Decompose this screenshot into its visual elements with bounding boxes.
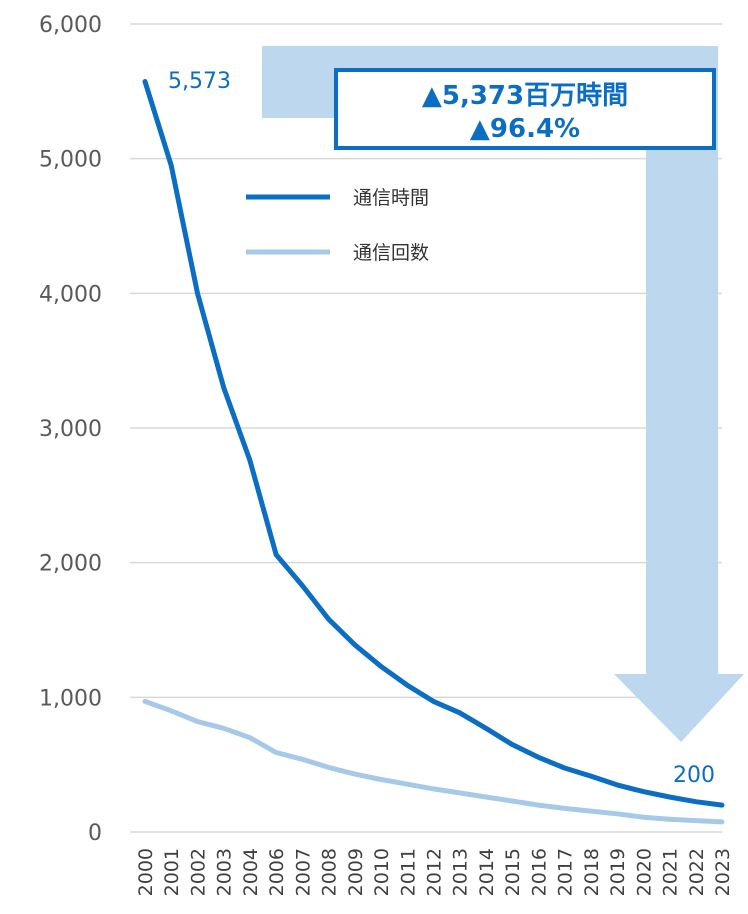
grid-lines	[130, 23, 722, 833]
x-tick-label: 2007	[292, 848, 314, 896]
legend-label-count: 通信回数	[353, 242, 429, 264]
x-tick-label: 2022	[686, 848, 708, 896]
x-tick-label: 2018	[581, 848, 603, 896]
series-line-1	[142, 698, 725, 825]
callout-percent-decrease: ▲96.4%	[470, 114, 580, 144]
x-tick-label: 2012	[424, 848, 446, 896]
x-axis: 2000 2001 2002 2003 2004 2006 2007 2008 2009 2010…	[135, 848, 734, 896]
x-tick-label: 2000	[135, 848, 157, 896]
x-tick-label: 2017	[555, 848, 577, 896]
x-tick-label: 2008	[319, 848, 341, 896]
series-line-0	[142, 79, 725, 808]
y-tick-label: 4,000	[39, 282, 102, 307]
x-tick-label: 2016	[528, 848, 550, 896]
y-tick-label: 1,000	[39, 686, 102, 711]
series-lines	[142, 79, 725, 825]
callout-box	[334, 68, 716, 150]
reduction-arrow	[262, 46, 744, 742]
y-tick-label: 5,000	[39, 148, 102, 173]
x-tick-label: 2020	[633, 848, 655, 896]
x-tick-label: 2001	[161, 848, 183, 896]
x-tick-label: 2002	[187, 848, 209, 896]
x-tick-label: 2004	[240, 848, 262, 896]
y-tick-label: 0	[88, 821, 102, 846]
x-tick-label: 2009	[345, 848, 367, 896]
x-tick-label: 2003	[214, 848, 236, 896]
y-axis: 0 1,000 2,000 3,000 4,000 5,000 6,000	[39, 13, 102, 846]
x-tick-label: 2014	[476, 848, 498, 896]
x-tick-label: 2010	[371, 848, 393, 896]
start-value-label: 5,573	[168, 69, 231, 94]
end-value-label: 200	[673, 763, 715, 788]
y-tick-label: 3,000	[39, 417, 102, 442]
x-tick-label: 2023	[712, 848, 734, 896]
x-tick-label: 2011	[397, 848, 419, 896]
y-tick-label: 6,000	[39, 13, 102, 38]
x-tick-label: 2021	[660, 848, 682, 896]
x-tick-label: 2019	[607, 848, 629, 896]
x-tick-label: 2015	[502, 848, 524, 896]
legend: 通信時間 通信回数	[246, 187, 429, 264]
x-tick-label: 2013	[450, 848, 472, 896]
y-tick-label: 2,000	[39, 552, 102, 577]
legend-label-time: 通信時間	[353, 187, 429, 209]
callout-hours-decrease: ▲5,373百万時間	[422, 81, 628, 111]
reduction-callout: ▲5,373百万時間 ▲96.4%	[334, 68, 716, 150]
x-tick-label: 2006	[266, 848, 288, 896]
